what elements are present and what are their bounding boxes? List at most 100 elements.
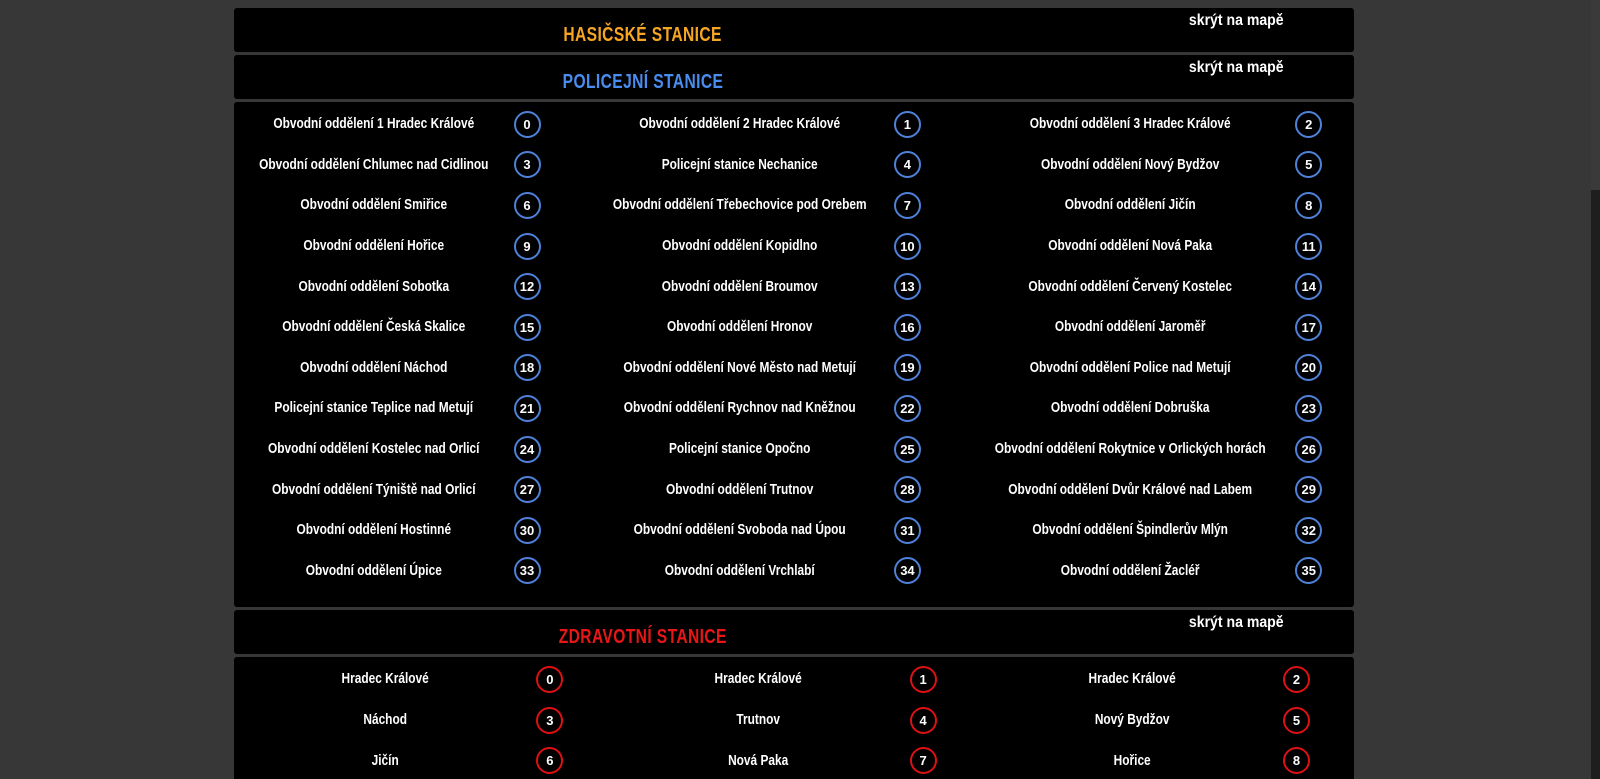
station-marker-badge[interactable]: 15 [513,313,541,341]
station-item[interactable]: Obvodní oddělení Dvůr Králové nad Labem 2… [965,469,1366,510]
station-item[interactable]: Obvodní oddělení Jičín 8 [965,185,1366,226]
station-item[interactable]: Obvodní oddělení Sobotka 12 [234,266,585,307]
section-title-police[interactable]: POLICEJNÍ STANICE [562,70,724,93]
station-item[interactable]: Obvodní oddělení Chlumec nad Cidlinou 3 [234,145,585,186]
station-item[interactable]: Obvodní oddělení Náchod 18 [234,348,585,389]
station-marker-badge[interactable]: 18 [513,354,541,382]
hide-on-map-link-police[interactable]: skrýt na mapě [1189,59,1284,76]
station-item[interactable]: Nový Bydžov 5 [981,700,1354,741]
hide-on-map-link-health[interactable]: skrýt na mapě [1189,614,1284,632]
station-marker-badge[interactable]: 7 [893,191,921,219]
station-marker-badge[interactable]: 35 [1295,557,1323,585]
station-item[interactable]: Obvodní oddělení Broumov 13 [585,266,965,307]
station-item[interactable]: Obvodní oddělení 2 Hradec Králové 1 [585,104,965,145]
section-title-health[interactable]: ZDRAVOTNÍ STANICE [558,625,727,648]
station-item[interactable]: Obvodní oddělení Úpice 33 [234,551,585,592]
station-item[interactable]: Obvodní oddělení Nové Město nad Metují 19 [585,348,965,389]
station-marker-badge[interactable]: 24 [513,435,541,463]
station-marker-badge[interactable]: 1 [909,665,937,693]
station-marker-badge[interactable]: 31 [893,516,921,544]
station-marker-badge[interactable]: 23 [1295,394,1323,422]
station-item[interactable]: Obvodní oddělení 1 Hradec Králové 0 [234,104,585,145]
station-marker-badge[interactable]: 13 [893,273,921,301]
station-item[interactable]: Trutnov 4 [607,700,980,741]
station-marker-badge[interactable]: 26 [1295,435,1323,463]
station-item[interactable]: Obvodní oddělení Hronov 16 [585,307,965,348]
station-item[interactable]: Jičín 6 [234,740,607,779]
station-item[interactable]: Obvodní oddělení Rokytnice v Orlických h… [965,429,1366,470]
station-marker-badge[interactable]: 3 [536,706,564,734]
station-item[interactable]: Obvodní oddělení Hořice 9 [234,226,585,267]
station-item[interactable]: Hořice 8 [981,740,1354,779]
station-marker-badge[interactable]: 28 [893,476,921,504]
station-marker-badge[interactable]: 6 [536,747,564,775]
station-marker-badge[interactable]: 22 [893,394,921,422]
station-marker-badge[interactable]: 34 [893,557,921,585]
section-title-fire[interactable]: HASIČSKÉ STANICE [563,23,723,46]
station-item[interactable]: Obvodní oddělení 3 Hradec Králové 2 [965,104,1366,145]
station-item[interactable]: Obvodní oddělení Žacléř 35 [965,551,1366,592]
station-item[interactable]: Náchod 3 [234,700,607,741]
station-marker-badge[interactable]: 29 [1295,476,1323,504]
station-marker-badge[interactable]: 16 [893,313,921,341]
station-marker-badge[interactable]: 27 [513,476,541,504]
station-marker-badge[interactable]: 5 [1283,706,1310,734]
station-marker-badge[interactable]: 5 [1295,151,1323,179]
station-marker-badge[interactable]: 11 [1295,232,1323,260]
station-item[interactable]: Obvodní oddělení Smiřice 6 [234,185,585,226]
station-marker-badge[interactable]: 21 [513,394,541,422]
station-item[interactable]: Obvodní oddělení Kostelec nad Orlicí 24 [234,429,585,470]
station-item[interactable]: Obvodní oddělení Svoboda nad Úpou 31 [585,510,965,551]
station-marker-badge[interactable]: 25 [893,435,921,463]
station-marker-badge[interactable]: 9 [513,232,541,260]
station-marker-badge[interactable]: 14 [1295,273,1323,301]
station-item[interactable]: Obvodní oddělení Hostinné 30 [234,510,585,551]
station-item[interactable]: Policejní stanice Opočno 25 [585,429,965,470]
station-marker-badge[interactable]: 8 [1295,191,1323,219]
station-item[interactable]: Obvodní oddělení Rychnov nad Kněžnou 22 [585,388,965,429]
station-item[interactable]: Obvodní oddělení Červený Kostelec 14 [965,266,1366,307]
vertical-scrollbar[interactable] [1591,0,1600,779]
station-marker-badge[interactable]: 7 [909,747,937,775]
station-marker-badge[interactable]: 6 [513,191,541,219]
station-item[interactable]: Hradec Králové 0 [234,659,607,700]
station-marker-badge[interactable]: 1 [893,110,921,138]
station-marker-badge[interactable]: 20 [1295,354,1323,382]
station-marker-badge[interactable]: 19 [893,354,921,382]
station-item[interactable]: Obvodní oddělení Dobruška 23 [965,388,1366,429]
scrollbar-thumb[interactable] [1591,0,1600,190]
station-item[interactable]: Obvodní oddělení Jaroměř 17 [965,307,1366,348]
station-marker-badge[interactable]: 4 [893,151,921,179]
station-item[interactable]: Obvodní oddělení Nová Paka 11 [965,226,1366,267]
station-marker-badge[interactable]: 32 [1295,516,1323,544]
station-item[interactable]: Hradec Králové 1 [607,659,980,700]
station-item[interactable]: Obvodní oddělení Trutnov 28 [585,469,965,510]
station-marker-badge[interactable]: 33 [513,557,541,585]
station-label: Obvodní oddělení Rokytnice v Orlických h… [994,441,1266,458]
station-marker-badge[interactable]: 4 [909,706,937,734]
station-marker-badge[interactable]: 2 [1283,665,1310,693]
station-marker-badge[interactable]: 0 [513,110,541,138]
station-marker-badge[interactable]: 12 [513,273,541,301]
station-item[interactable]: Nová Paka 7 [607,740,980,779]
station-marker-badge[interactable]: 30 [513,516,541,544]
station-marker-badge[interactable]: 17 [1295,313,1323,341]
station-item[interactable]: Obvodní oddělení Vrchlabí 34 [585,551,965,592]
station-item[interactable]: Obvodní oddělení Špindlerův Mlýn 32 [965,510,1366,551]
station-marker-badge[interactable]: 0 [536,665,564,693]
station-item[interactable]: Obvodní oddělení Kopidlno 10 [585,226,965,267]
station-marker-badge[interactable]: 10 [893,232,921,260]
station-item[interactable]: Hradec Králové 2 [981,659,1354,700]
station-item[interactable]: Obvodní oddělení Nový Bydžov 5 [965,145,1366,186]
station-item[interactable]: Policejní stanice Teplice nad Metují 21 [234,388,585,429]
station-item[interactable]: Obvodní oddělení Police nad Metují 20 [965,348,1366,389]
station-marker-badge[interactable]: 2 [1295,110,1323,138]
station-marker-badge[interactable]: 8 [1283,747,1310,775]
hide-on-map-link-fire[interactable]: skrýt na mapě [1189,12,1284,29]
station-item[interactable]: Obvodní oddělení Týniště nad Orlicí 27 [234,469,585,510]
station-item[interactable]: Obvodní oddělení Česká Skalice 15 [234,307,585,348]
police-station-list: Obvodní oddělení 1 Hradec Králové 0 Obvodn… [234,102,1354,608]
station-marker-badge[interactable]: 3 [513,151,541,179]
station-item[interactable]: Policejní stanice Nechanice 4 [585,145,965,186]
station-item[interactable]: Obvodní oddělení Třebechovice pod Orebem… [585,185,965,226]
